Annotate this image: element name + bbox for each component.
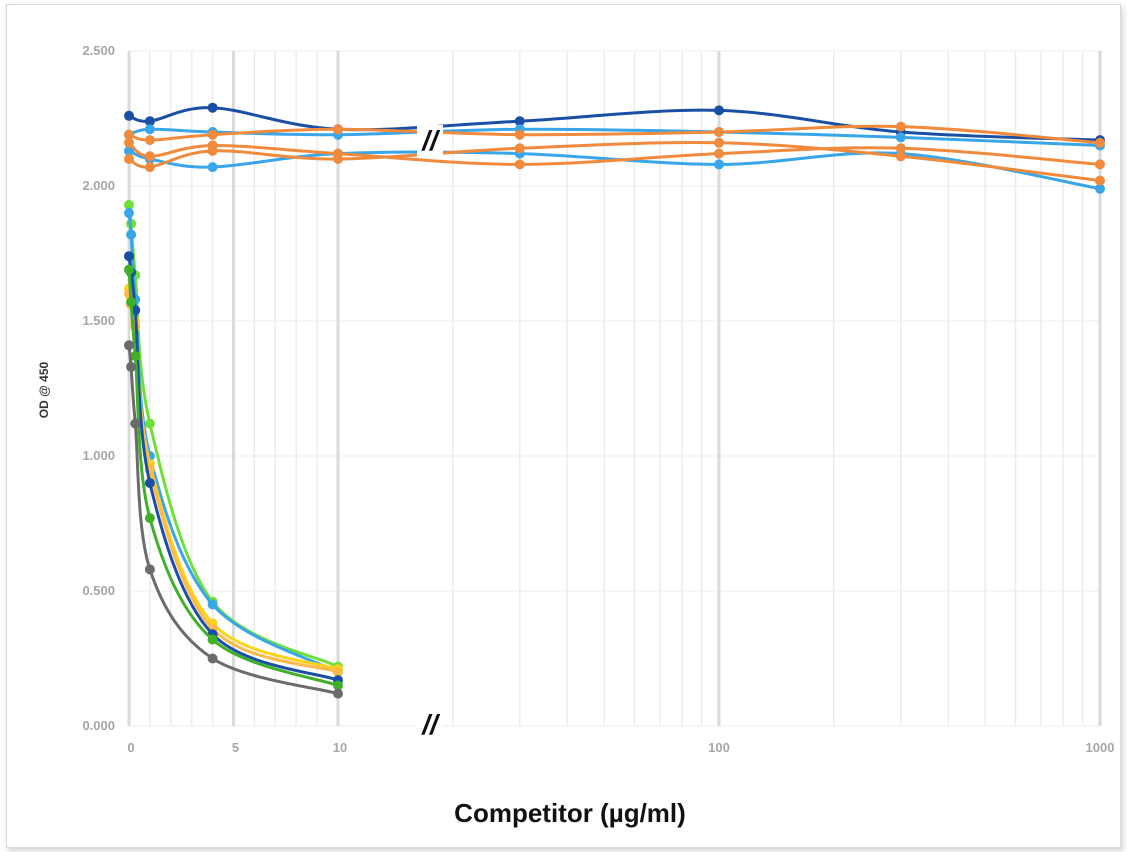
data-point: [124, 145, 134, 156]
data-point: [144, 124, 155, 135]
y-axis-label: OD @ 450: [37, 361, 51, 418]
x-tick-label: 1000: [1086, 740, 1115, 755]
data-point: [714, 105, 724, 116]
data-point: [514, 129, 525, 140]
data-point: [714, 159, 724, 170]
data-point: [207, 599, 218, 610]
data-point: [124, 129, 134, 140]
x-tick-label: 0: [127, 740, 134, 755]
data-point: [144, 418, 155, 429]
data-point: [714, 148, 724, 159]
y-tick-label: 0.500: [82, 583, 115, 598]
data-point: [207, 145, 218, 156]
series-10: [124, 145, 1105, 194]
axis-break-mark: //: [420, 125, 441, 156]
data-point: [144, 162, 155, 173]
data-point: [207, 653, 218, 664]
data-point: [1095, 159, 1105, 170]
data-point: [124, 264, 134, 275]
x-tick-label: 100: [708, 740, 730, 755]
data-point: [333, 688, 343, 699]
data-point: [333, 124, 343, 135]
y-tick-label: 1.000: [82, 448, 115, 463]
data-point: [144, 116, 155, 127]
data-point: [130, 418, 141, 429]
data-point: [124, 137, 134, 148]
y-tick-label: 2.000: [82, 178, 115, 193]
data-point: [1095, 183, 1105, 194]
data-point: [895, 132, 906, 143]
data-point: [714, 127, 724, 137]
tick-labels: 0.000 0.500 1.000 1.500 2.000 2.500 0 5 10 100 100…: [82, 43, 1114, 755]
data-point: [144, 478, 155, 488]
series-7: [124, 340, 343, 699]
data-point: [895, 121, 906, 132]
data-point: [144, 135, 155, 146]
data-point: [126, 229, 137, 240]
data-point: [895, 151, 906, 162]
data-point: [124, 154, 134, 164]
data-point: [144, 513, 155, 524]
series-layer: [124, 102, 1105, 699]
data-point: [333, 154, 343, 164]
data-point: [124, 110, 134, 121]
data-point: [895, 143, 906, 154]
data-point: [207, 129, 218, 140]
y-tick-label: 2.500: [82, 43, 115, 58]
data-point: [130, 351, 141, 362]
y-tick-label: 1.500: [82, 313, 115, 328]
y-tick-label: 0.000: [82, 718, 115, 733]
axis-breaks: // //: [417, 125, 443, 741]
data-point: [124, 340, 134, 351]
data-point: [514, 116, 525, 127]
axis-break-mark: //: [420, 709, 441, 740]
x-tick-label: 5: [232, 740, 239, 755]
data-point: [144, 564, 155, 575]
data-point: [1095, 175, 1105, 186]
data-point: [124, 251, 134, 262]
series-13: [124, 137, 1105, 186]
series-11: [124, 121, 1105, 148]
x-axis-label: Competitor (µg/ml): [454, 798, 686, 828]
data-point: [126, 297, 137, 308]
data-point: [126, 361, 137, 372]
data-point: [124, 199, 134, 210]
data-point: [714, 137, 724, 148]
data-point: [333, 667, 343, 677]
data-point: [207, 102, 218, 113]
x-tick-label: 10: [333, 740, 347, 755]
axis-break-gap: [417, 125, 443, 157]
data-point: [207, 634, 218, 645]
data-point: [514, 143, 525, 154]
data-point: [514, 159, 525, 170]
data-point: [207, 162, 218, 173]
series-6: [124, 264, 343, 691]
series-9: [124, 124, 1105, 151]
data-point: [333, 680, 343, 691]
data-point: [1095, 137, 1105, 148]
data-point: [124, 208, 134, 218]
data-point: [144, 151, 155, 162]
axis-break-gap: [417, 709, 443, 741]
